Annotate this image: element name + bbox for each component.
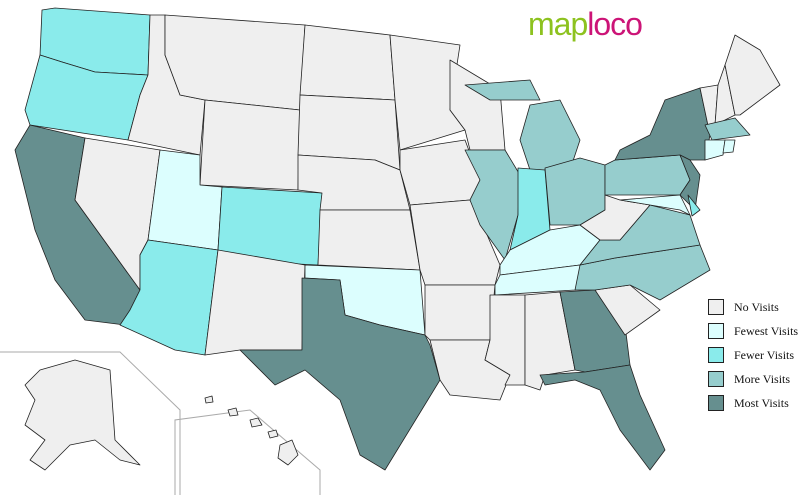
state-shape: [704, 117, 751, 141]
state-ks: [317, 209, 421, 271]
state-tx: [239, 277, 441, 471]
legend-swatch: [708, 323, 724, 339]
state-shape: [704, 139, 726, 161]
state-fl: [539, 364, 666, 471]
state-shape: [24, 359, 141, 471]
state-shape: [199, 99, 301, 191]
state-shape: [267, 429, 279, 439]
state-shape: [519, 99, 581, 171]
legend-swatch: [708, 347, 724, 363]
state-shape: [464, 79, 541, 101]
state-shape: [299, 24, 396, 101]
legend-swatch: [708, 395, 724, 411]
legend-item-fewer: Fewer Visits: [708, 343, 798, 367]
state-ak: [24, 359, 141, 471]
state-mt: [164, 14, 306, 111]
maploco-logo: maploco: [528, 6, 643, 42]
state-ri: [722, 139, 736, 154]
state-shape: [164, 14, 306, 111]
state-shape: [722, 139, 736, 154]
state-wy: [199, 99, 301, 191]
legend-item-most: Most Visits: [708, 391, 798, 415]
state-shape: [204, 249, 306, 356]
state-shape: [604, 154, 691, 196]
legend-item-fewest: Fewest Visits: [708, 319, 798, 343]
state-ar: [424, 284, 496, 341]
legend-item-none: No Visits: [708, 295, 798, 319]
state-shape: [239, 277, 441, 471]
state-shape: [424, 284, 496, 341]
state-shape: [449, 59, 506, 151]
state-shape: [619, 194, 691, 216]
state-wi: [449, 59, 506, 151]
state-ma: [704, 117, 751, 141]
hawaii-inset-frame: [174, 409, 321, 495]
state-shape: [724, 34, 781, 116]
state-de: [687, 194, 701, 217]
state-ct: [704, 139, 726, 161]
state-shape: [249, 417, 263, 428]
legend-swatch: [708, 299, 724, 315]
state-nd: [299, 24, 396, 101]
state-ny: [614, 87, 711, 161]
state-md: [619, 194, 691, 216]
state-shape: [317, 209, 421, 271]
state-shape: [204, 395, 214, 404]
state-nm: [204, 249, 306, 356]
state-shape: [539, 364, 666, 471]
state-shape: [687, 194, 701, 217]
state-shape: [277, 439, 299, 466]
legend-swatch: [708, 371, 724, 387]
state-shape: [614, 87, 711, 161]
state-me: [724, 34, 781, 116]
state-hi: [204, 395, 299, 466]
legend-item-more: More Visits: [708, 367, 798, 391]
legend: No Visits Fewest Visits Fewer Visits Mor…: [708, 295, 798, 415]
alaska-inset-frame: [0, 351, 181, 495]
state-shape: [227, 407, 239, 417]
state-pa: [604, 154, 691, 196]
